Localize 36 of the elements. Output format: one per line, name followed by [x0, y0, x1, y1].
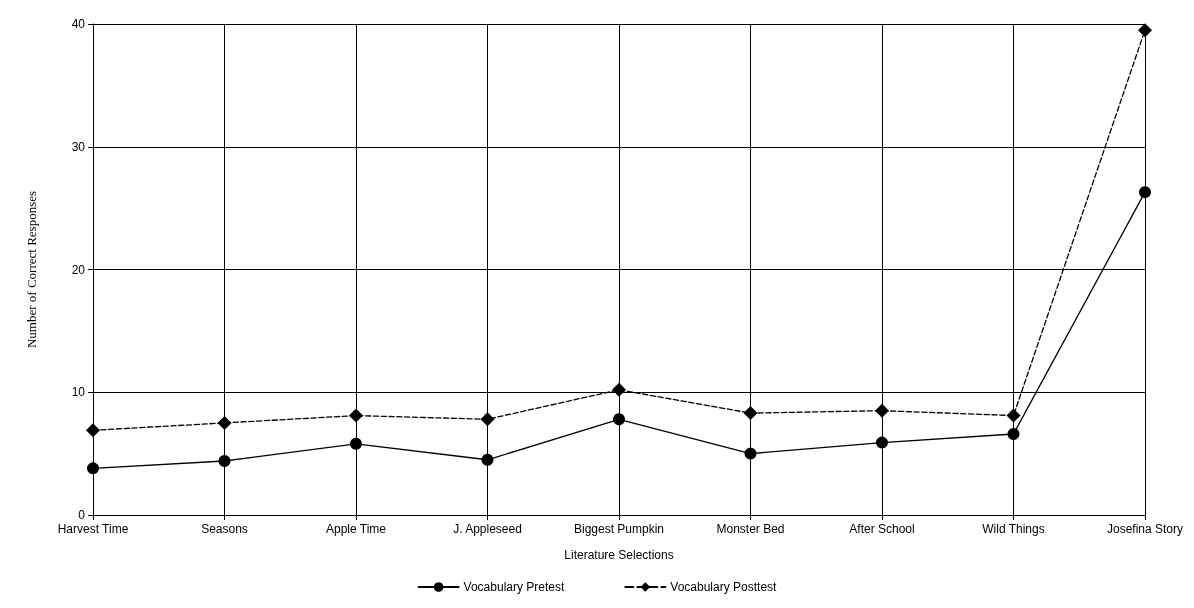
point — [1138, 186, 1151, 199]
y-tick-label: 20 — [71, 262, 86, 277]
point — [613, 413, 625, 426]
point — [876, 436, 888, 449]
point — [349, 408, 363, 423]
y-axis-title: Number of Correct Responses — [24, 190, 39, 349]
y-tick-label: 0 — [78, 508, 86, 522]
x-tick-label: Harvest Time — [57, 522, 129, 536]
point — [744, 447, 757, 460]
point — [350, 437, 362, 450]
legend-label: Vocabulary Pretest — [463, 580, 565, 594]
x-tick-label: Wild Things — [982, 522, 1045, 536]
point — [218, 454, 231, 467]
x-axis-title: Literature Selections — [564, 548, 674, 562]
x-tick-label: Apple Time — [325, 522, 387, 536]
legend-label: Vocabulary Posttest — [670, 580, 778, 594]
point — [874, 403, 889, 418]
x-tick-label: J. Appleseed — [453, 522, 522, 536]
point — [217, 415, 232, 430]
x-tick-label: Seasons — [201, 522, 248, 536]
point — [611, 382, 626, 397]
x-tick-label: Biggest Pumpkin — [573, 522, 665, 536]
x-tick-label: After School — [849, 522, 915, 536]
y-tick-label: 30 — [71, 139, 86, 154]
point — [743, 406, 758, 421]
point — [1137, 23, 1152, 38]
point — [87, 462, 99, 475]
point — [86, 423, 100, 438]
point — [1007, 427, 1020, 440]
y-tick-label: 40 — [71, 17, 86, 31]
point — [480, 412, 495, 427]
x-tick-label: Josefina Story — [1106, 522, 1183, 536]
x-tick-label: Monster Bed — [716, 522, 785, 536]
y-tick-label: 10 — [71, 385, 86, 400]
point — [1006, 408, 1021, 423]
point — [481, 453, 494, 466]
